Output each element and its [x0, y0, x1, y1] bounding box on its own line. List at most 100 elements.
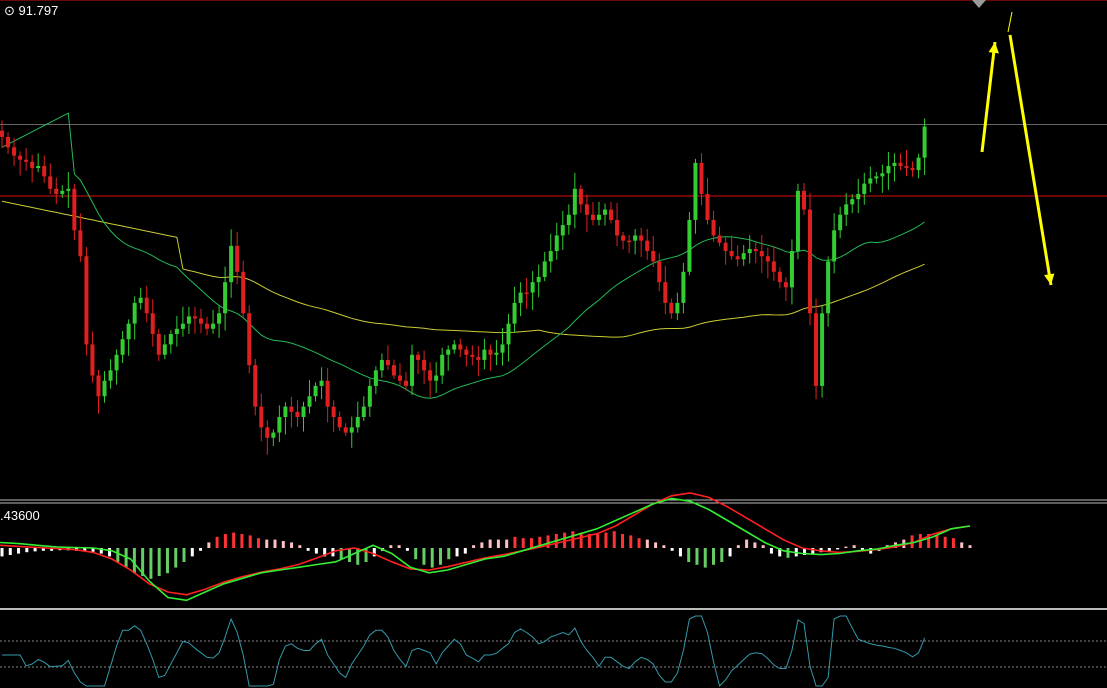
candle-body [301, 406, 306, 418]
candle-body [211, 323, 216, 329]
candle-body [434, 375, 439, 381]
candle-body [343, 427, 348, 433]
macd-histogram-bar [827, 548, 831, 551]
macd-main-line [0, 497, 971, 602]
macd-signal-line [0, 492, 971, 596]
candle-body [566, 214, 571, 226]
macd-histogram-bar [505, 539, 509, 548]
macd-label: .43600 [0, 508, 40, 523]
macd-histogram-bar [803, 548, 807, 555]
candle-body [138, 297, 143, 303]
macd-histogram-bar [356, 548, 360, 565]
candle-body [60, 190, 65, 194]
candle-body [735, 256, 740, 260]
candle-body [578, 188, 583, 205]
macd-histogram-bar [621, 534, 625, 548]
macd-histogram-bar [273, 539, 277, 548]
price-label-value: 91.797 [18, 3, 59, 18]
macd-histogram-bar [41, 548, 45, 551]
candle-body [838, 214, 843, 231]
candle-body [217, 313, 222, 324]
candle-body [524, 292, 529, 295]
macd-histogram-bar [281, 541, 285, 548]
candle-body [66, 188, 71, 191]
candle-body [699, 162, 704, 194]
candle-body [747, 248, 752, 254]
macd-histogram-bar [761, 545, 765, 548]
up-arrow-head [988, 42, 999, 54]
macd-histogram-bar [935, 535, 939, 548]
macd-histogram-bar [8, 548, 12, 555]
macd-histogram-bar [844, 546, 848, 548]
macd-histogram-bar [290, 542, 294, 548]
macd-histogram-bar [430, 548, 434, 568]
macd-histogram-bar [769, 548, 773, 554]
macd-histogram-bar [860, 548, 864, 551]
macd-histogram-bar [372, 548, 376, 557]
candle-body [862, 183, 867, 194]
candle-body [144, 297, 149, 314]
price-label: ⊙ 91.797 [4, 3, 58, 19]
macd-label-value: .43600 [0, 508, 40, 523]
macd-histogram-bar [108, 548, 112, 557]
candle-body [482, 349, 487, 360]
candle-body [500, 344, 505, 353]
macd-histogram-bar [786, 548, 790, 558]
candle-body [446, 349, 451, 355]
candle-body [820, 313, 825, 386]
candle-body [367, 385, 372, 407]
macd-histogram-bar [836, 548, 840, 550]
candle-body [850, 199, 855, 205]
macd-histogram-bar [927, 534, 931, 548]
candle-body [349, 427, 354, 433]
macd-histogram-bar [596, 534, 600, 548]
macd-histogram-bar [612, 531, 616, 548]
candle-body [548, 251, 553, 262]
candle-body [162, 344, 167, 355]
candle-body [416, 354, 421, 360]
macd-histogram-bar [25, 548, 29, 553]
macd-histogram-bar [240, 534, 244, 548]
oscillator-panel [0, 615, 1107, 687]
candle-body [651, 251, 656, 262]
candle-body [639, 235, 644, 241]
candle-body [373, 370, 378, 386]
candle-body [90, 344, 95, 376]
macd-histogram-bar [496, 539, 500, 548]
candle-body [506, 323, 511, 345]
macd-histogram-bar [306, 548, 310, 551]
macd-histogram-bar [256, 538, 260, 548]
macd-histogram-bar [265, 539, 269, 548]
candle-body [910, 168, 915, 171]
macd-histogram-bar [389, 545, 393, 548]
macd-histogram-bar [670, 548, 674, 551]
macd-histogram-bar [364, 548, 368, 562]
oscillator-line [2, 615, 926, 687]
candle-body [307, 396, 312, 407]
candle-body [205, 323, 210, 329]
macd-histogram-bar [314, 548, 318, 554]
macd-histogram-bar [563, 532, 567, 548]
candle-body [72, 188, 77, 231]
candle-body [42, 165, 47, 177]
fast-moving-average-line [1, 112, 925, 399]
candle-body [633, 235, 638, 241]
macd-histogram-bar [521, 538, 525, 548]
macd-histogram-bar [447, 548, 451, 560]
candle-body [174, 328, 179, 335]
macd-histogram-bar [215, 536, 219, 548]
macd-histogram-bar [165, 548, 169, 574]
macd-histogram-bar [223, 534, 227, 548]
macd-histogram-bar [745, 539, 749, 548]
candle-body [0, 130, 4, 137]
candle-body [898, 162, 903, 166]
macd-histogram-bar [190, 548, 194, 557]
macd-histogram-bar [141, 548, 145, 576]
candle-body [265, 427, 270, 438]
macd-histogram-bar [968, 545, 972, 548]
candle-body [789, 251, 794, 288]
candle-body [627, 240, 632, 243]
macd-histogram-bar [91, 548, 95, 553]
macd-histogram-bar [604, 532, 608, 548]
macd-histogram-bar [339, 548, 343, 560]
